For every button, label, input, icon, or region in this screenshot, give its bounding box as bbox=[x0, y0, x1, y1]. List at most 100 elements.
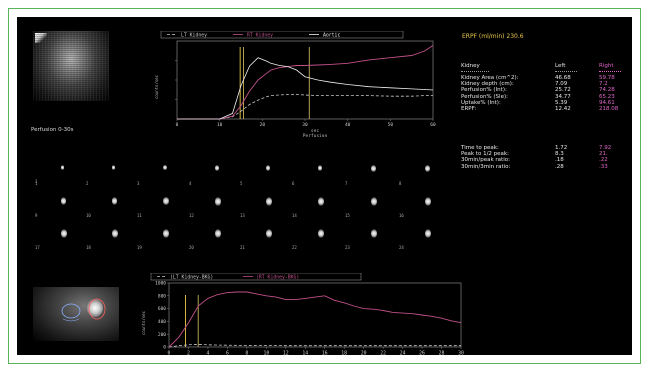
stats-table: Kidney Left Right Kidney Area (cm^2): 46.… bbox=[461, 63, 631, 203]
stat-right: 7.92 bbox=[599, 145, 612, 151]
thumbnail-number: 18 bbox=[86, 245, 91, 250]
stat-label: Time to peak: bbox=[461, 145, 499, 151]
figure-frame: LT Kidney RT Kidney Aortic 0 10 20 30 40 50 60 c… bbox=[8, 8, 641, 364]
thumbnail-kidney-spot bbox=[112, 229, 118, 238]
stat-label: Kidney depth (cm): bbox=[461, 81, 514, 88]
thumbnail-kidney-spot bbox=[112, 197, 118, 205]
top-xtick-label: 10 bbox=[217, 122, 223, 128]
top-legend-label: LT Kidney bbox=[181, 32, 207, 38]
frame-thumbnail[interactable]: 14 bbox=[292, 189, 328, 218]
frame-thumbnail[interactable]: 11 bbox=[137, 189, 173, 218]
frame-thumbnail[interactable]: 20 bbox=[189, 221, 225, 250]
perfusion-label: Perfusion 0-30s bbox=[31, 127, 74, 133]
stat-left: 34.77 bbox=[555, 93, 571, 100]
stat-left: 7.09 bbox=[555, 81, 568, 88]
stat-left: 8.3 bbox=[555, 151, 564, 158]
thumbnail-kidney-spot bbox=[215, 197, 221, 206]
frame-thumbnail[interactable]: 16 bbox=[399, 189, 435, 218]
top-series-line bbox=[177, 57, 434, 120]
top-chart-xlabel: sec bbox=[311, 129, 319, 134]
frame-thumbnail[interactable]: 23 bbox=[345, 221, 381, 250]
erpf-header: ERPF (ml/min) 230.6 bbox=[462, 33, 524, 40]
stat-left: .18 bbox=[555, 157, 564, 164]
thumbnail-number: 20 bbox=[189, 245, 194, 250]
nuclear-medicine-display: LT Kidney RT Kidney Aortic 0 10 20 30 40 50 60 c… bbox=[17, 17, 632, 355]
thumbnail-kidney-spot bbox=[371, 165, 376, 172]
top-xtick-label: 30 bbox=[302, 122, 308, 128]
frame-thumbnail[interactable]: 8 bbox=[399, 157, 435, 186]
thumbnail-kidney-spot bbox=[163, 197, 169, 206]
thumbnail-kidney-spot bbox=[425, 229, 431, 238]
top-chart-legend: LT Kidney RT Kidney Aortic bbox=[160, 31, 404, 38]
bottom-plot-frame bbox=[168, 282, 462, 348]
frame-thumbnail[interactable]: 19 bbox=[137, 221, 173, 250]
stat-label: Perfusion% (Sle): bbox=[461, 93, 508, 100]
thumbnail-kidney-spot bbox=[61, 197, 66, 205]
stat-label: 30min/3min ratio: bbox=[461, 163, 511, 170]
frame-thumbnail[interactable]: 17 bbox=[35, 221, 71, 250]
frame-thumbnail[interactable]: 5 bbox=[240, 157, 276, 186]
thumbnail-kidney-spot bbox=[371, 197, 377, 206]
top-chart-plot: 0 10 20 30 40 50 60 bbox=[175, 40, 436, 128]
col-header-right: Right bbox=[599, 63, 614, 69]
thumbnail-kidney-spot bbox=[61, 165, 64, 170]
stat-left: .28 bbox=[555, 163, 564, 170]
frame-thumbnail[interactable]: 18 bbox=[86, 221, 122, 250]
stat-label: Uptake% (Int): bbox=[461, 99, 501, 106]
thumbnail-kidney-spot bbox=[266, 165, 270, 171]
bottom-xtick-label: 4 bbox=[206, 351, 209, 356]
stat-right: 74.28 bbox=[599, 87, 615, 94]
bottom-ytick-label: 800 bbox=[158, 293, 166, 299]
stat-right: 218.08 bbox=[599, 106, 619, 112]
bottom-xtick-label: 10 bbox=[263, 351, 269, 356]
thumbnail-number: 7 bbox=[345, 181, 348, 186]
frame-thumbnail[interactable]: 15 bbox=[345, 189, 381, 218]
top-xtick-label: 0 bbox=[176, 122, 179, 128]
header-underline-3 bbox=[599, 71, 621, 72]
stat-label: Peak to 1/2 peak: bbox=[461, 151, 509, 158]
thumbnail-kidney-spot bbox=[371, 229, 377, 238]
bottom-ytick-label: 1000 bbox=[155, 281, 166, 287]
bottom-legend-label: (RT Kidney-BKG) bbox=[256, 274, 299, 280]
bottom-xtick-label: 12 bbox=[283, 351, 289, 356]
thumbnail-number: 13 bbox=[240, 213, 245, 218]
frame-thumbnail[interactable]: 10 bbox=[86, 189, 122, 218]
frame-thumbnail[interactable]: 24 bbox=[399, 221, 435, 250]
aorta-scan-image bbox=[33, 31, 109, 101]
frame-thumbnail[interactable]: 22 bbox=[292, 221, 328, 250]
thumbnail-number: 3 bbox=[137, 181, 140, 186]
thumbnail-kidney-spot bbox=[215, 165, 219, 171]
bottom-xtick-label: 20 bbox=[361, 351, 367, 356]
thumbnail-kidney-spot bbox=[163, 229, 169, 238]
frame-thumbnail[interactable]: 6 bbox=[292, 157, 328, 186]
stat-left: 46.68 bbox=[555, 75, 571, 81]
thumbnail-number: 11 bbox=[137, 213, 142, 218]
thumbnail-number: 8 bbox=[399, 181, 402, 186]
thumbnail-kidney-spot bbox=[318, 165, 323, 172]
frame-thumbnail[interactable]: 21 bbox=[240, 221, 276, 250]
frame-thumbnail[interactable]: 13 bbox=[240, 189, 276, 218]
stat-left: 25.72 bbox=[555, 87, 571, 94]
thumbnail-kidney-spot bbox=[318, 229, 324, 238]
stat-right: 65.23 bbox=[599, 93, 615, 100]
frame-thumbnail[interactable]: 4 bbox=[189, 157, 225, 186]
frame-thumbnail[interactable]: 7 bbox=[345, 157, 381, 186]
thumbnail-number: 23 bbox=[345, 245, 350, 250]
frame-thumbnail[interactable]: 2 bbox=[86, 157, 122, 186]
bottom-xtick-label: 18 bbox=[341, 351, 347, 356]
thumbnail-number: 24 bbox=[399, 245, 404, 250]
bottom-ytick-label: 0 bbox=[163, 345, 166, 351]
frame-thumbnail[interactable]: 3 bbox=[137, 157, 173, 186]
frame-thumbnail[interactable]: 1 bbox=[35, 157, 71, 186]
frame-thumbnail[interactable]: 12 bbox=[189, 189, 225, 218]
bottom-series-line bbox=[168, 291, 462, 348]
thumbnail-kidney-spot bbox=[318, 197, 324, 206]
stat-right: 94.61 bbox=[599, 99, 615, 106]
frame-thumbnail[interactable]: 9 bbox=[35, 189, 71, 218]
bottom-xtick-label: 24 bbox=[400, 351, 406, 356]
thumbnail-number: 1 bbox=[35, 181, 38, 186]
thumbnail-kidney-spot bbox=[425, 165, 430, 173]
thumbnail-number: 17 bbox=[35, 245, 40, 250]
perfusion-chart: LT Kidney RT Kidney Aortic 0 10 20 30 40 50 60 c… bbox=[154, 31, 436, 139]
